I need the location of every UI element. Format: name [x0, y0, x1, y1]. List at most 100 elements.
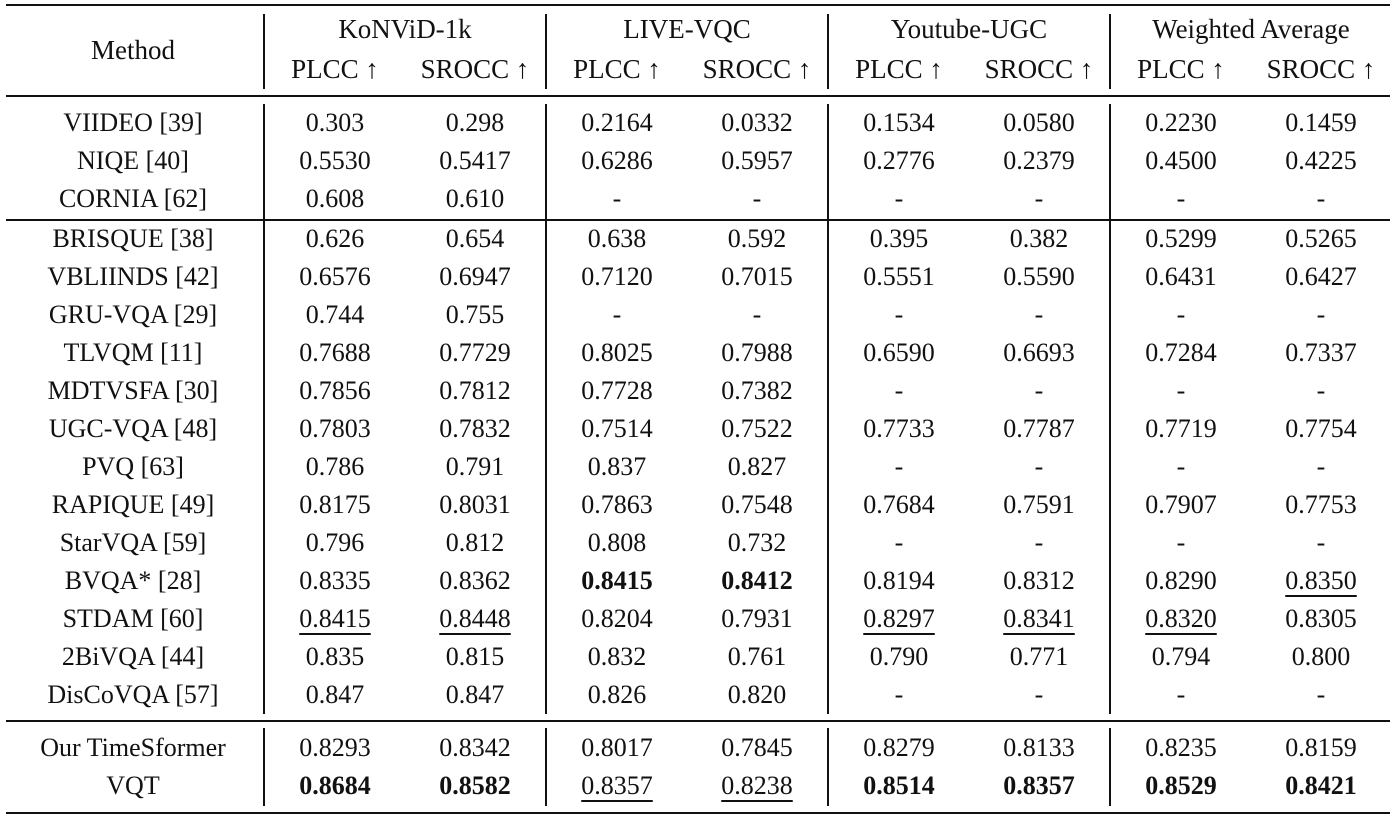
metric-value: 0.7787 — [1003, 414, 1075, 443]
metric-value: 0.791 — [445, 452, 505, 481]
metric-value: 0.790 — [869, 642, 929, 671]
method-name: CORNIA [62] — [58, 184, 208, 213]
metric-value: 0.6431 — [1145, 262, 1217, 291]
metric-value: - — [1316, 680, 1326, 709]
metric-value: 0.7522 — [721, 414, 793, 443]
metric-value: 0.8238 — [721, 771, 793, 800]
metric-value: 0.812 — [445, 528, 505, 557]
metric-value: - — [752, 184, 762, 213]
metric-value: 0.8194 — [863, 566, 935, 595]
metric-value: - — [1176, 452, 1186, 481]
metric-value: 0.5299 — [1145, 224, 1217, 253]
metric-value: 0.6693 — [1003, 338, 1075, 367]
header-divider-3 — [827, 14, 829, 89]
metric-value: 0.8415 — [299, 604, 371, 633]
method-name: UGC-VQA [48] — [48, 414, 218, 443]
metric-value: - — [1316, 184, 1326, 213]
subheader-plcc: PLCC ↑ — [855, 54, 943, 84]
metric-value: 0.6590 — [863, 338, 935, 367]
method-name: NIQE [40] — [77, 146, 189, 175]
header-divider-4 — [1109, 14, 1111, 89]
metric-value: 0.8279 — [863, 733, 935, 762]
body-divider-4 — [1109, 104, 1111, 714]
metric-value: 0.7733 — [863, 414, 935, 443]
footer-divider-3 — [827, 728, 829, 806]
metric-value: - — [1316, 300, 1326, 329]
footer-divider-4 — [1109, 728, 1111, 806]
metric-value: 0.626 — [305, 224, 365, 253]
metric-value: - — [752, 300, 762, 329]
metric-value: - — [894, 300, 904, 329]
metric-value: 0.592 — [727, 224, 787, 253]
metric-value: 0.5957 — [721, 146, 793, 175]
metric-value: 0.6286 — [581, 146, 653, 175]
metric-value: 0.298 — [445, 108, 505, 137]
metric-value: 0.7688 — [299, 338, 371, 367]
metric-value: 0.6947 — [439, 262, 511, 291]
method-name: TLVQM [11] — [63, 338, 203, 367]
header-rule — [6, 95, 1390, 97]
group-header-konvid: KoNViD-1k — [338, 14, 472, 44]
subheader-plcc: PLCC ↑ — [1137, 54, 1225, 84]
metric-value: 0.794 — [1151, 642, 1211, 671]
metric-value: 0.8421 — [1285, 771, 1357, 800]
metric-value: 0.815 — [445, 642, 505, 671]
metric-value: 0.832 — [587, 642, 647, 671]
method-name: StarVQA [59] — [59, 528, 207, 557]
metric-value: 0.820 — [727, 680, 787, 709]
metric-value: 0.744 — [305, 300, 365, 329]
header-divider-2 — [545, 14, 547, 89]
metric-value: 0.5265 — [1285, 224, 1357, 253]
metric-value: 0.4225 — [1285, 146, 1357, 175]
method-name: DisCoVQA [57] — [47, 680, 219, 709]
metric-value: 0.610 — [445, 184, 505, 213]
metric-value: 0.5417 — [439, 146, 511, 175]
metric-value: 0.826 — [587, 680, 647, 709]
method-name: PVQ [63] — [82, 452, 184, 481]
metric-value: 0.7284 — [1145, 338, 1217, 367]
metric-value: 0.7856 — [299, 376, 371, 405]
metric-value: 0.7382 — [721, 376, 793, 405]
footer-divider-1 — [263, 728, 265, 806]
metric-value: 0.837 — [587, 452, 647, 481]
metric-value: 0.8031 — [439, 490, 511, 519]
subheader-plcc: PLCC ↑ — [291, 54, 379, 84]
metric-value: - — [894, 376, 904, 405]
method-name: VBLIINDS [42] — [47, 262, 219, 291]
metric-value: 0.7803 — [299, 414, 371, 443]
metric-value: 0.0580 — [1003, 108, 1075, 137]
method-name: 2BiVQA [44] — [61, 642, 205, 671]
subheader-srocc: SROCC ↑ — [420, 54, 530, 84]
metric-value: - — [1034, 376, 1044, 405]
group-header-weighted-average: Weighted Average — [1152, 14, 1350, 44]
header-divider-1 — [263, 14, 265, 89]
metric-value: - — [1316, 452, 1326, 481]
subheader-srocc: SROCC ↑ — [1266, 54, 1376, 84]
metric-value: 0.7015 — [721, 262, 793, 291]
metric-value: - — [612, 300, 622, 329]
metric-value: 0.8025 — [581, 338, 653, 367]
metric-value: 0.8529 — [1145, 771, 1217, 800]
method-name: STDAM [60] — [62, 604, 204, 633]
metric-value: 0.6427 — [1285, 262, 1357, 291]
metric-value: - — [1034, 300, 1044, 329]
metric-value: - — [1034, 452, 1044, 481]
metric-value: 0.8412 — [721, 566, 793, 595]
metric-value: 0.8133 — [1003, 733, 1075, 762]
section-rule-1 — [6, 219, 1390, 221]
metric-value: 0.7337 — [1285, 338, 1357, 367]
metric-value: 0.8684 — [299, 771, 371, 800]
metric-value: - — [1034, 680, 1044, 709]
metric-value: 0.654 — [445, 224, 505, 253]
metric-value: 0.7845 — [721, 733, 793, 762]
metric-value: 0.808 — [587, 528, 647, 557]
metric-value: 0.8175 — [299, 490, 371, 519]
metric-value: 0.0332 — [721, 108, 793, 137]
metric-value: 0.7591 — [1003, 490, 1075, 519]
metric-value: 0.761 — [727, 642, 787, 671]
metric-value: 0.8582 — [439, 771, 511, 800]
metric-value: 0.796 — [305, 528, 365, 557]
metric-value: 0.8017 — [581, 733, 653, 762]
metric-value: - — [894, 528, 904, 557]
metric-value: 0.1459 — [1285, 108, 1357, 137]
